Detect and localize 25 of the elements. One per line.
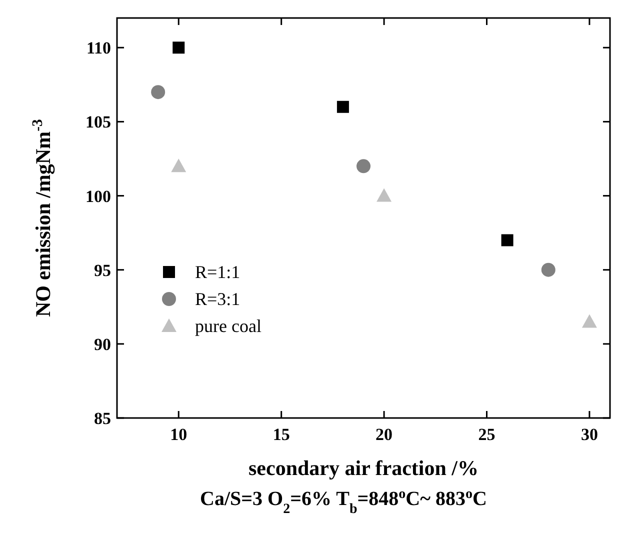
text: Ca/S=3 O$_{2}$=6% T$_{b}$=848$^{o}$C~ 883$^{o}$C [200, 486, 487, 516]
point [376, 188, 392, 202]
legend-label: R=1:1 [195, 262, 240, 282]
y-tick-label: 85 [94, 409, 111, 428]
x-tick-label: 10 [170, 425, 188, 444]
y-tick-label: 95 [94, 260, 111, 280]
y-tick-label: 100 [86, 186, 111, 206]
point [356, 159, 370, 174]
legend-label: pure coal [195, 316, 262, 336]
x-tick-label: 15 [272, 425, 290, 444]
point [501, 234, 514, 246]
legend-label: R=3:1 [195, 289, 240, 309]
x-tick-label: 30 [580, 425, 598, 444]
point [582, 314, 597, 328]
point [172, 42, 185, 54]
point [151, 85, 166, 100]
y-tick-label: 110 [86, 38, 111, 58]
x-axis-title: secondary air fraction /% [248, 456, 478, 480]
y-tick-label: 105 [86, 112, 111, 132]
x-tick-label: 25 [478, 425, 496, 444]
point [171, 158, 186, 172]
point [541, 262, 556, 277]
y-tick-label: 90 [94, 334, 111, 354]
x-tick-label: 20 [376, 425, 393, 444]
point [336, 100, 349, 113]
